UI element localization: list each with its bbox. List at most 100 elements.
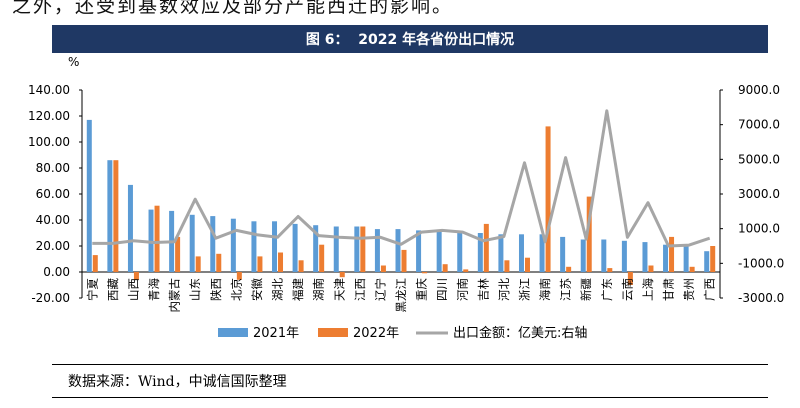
bar-2022	[463, 269, 469, 272]
category-label: 青海	[147, 278, 161, 301]
category-label: 山东	[188, 278, 202, 301]
bar-2022	[442, 264, 448, 272]
bar-2021	[251, 221, 257, 272]
bar-2021	[621, 240, 627, 272]
bar-2022	[216, 253, 222, 272]
bar-2022	[627, 272, 633, 285]
source-note: 数据来源：Wind，中诚信国际整理	[68, 374, 287, 390]
left-tick-label: 20.00	[36, 239, 70, 253]
right-tick-label: 7000.0	[738, 118, 780, 132]
bar-2021	[395, 229, 401, 272]
bar-2022	[689, 266, 695, 272]
category-label: 安徽	[250, 278, 264, 301]
category-label: 四川	[435, 278, 449, 301]
bar-2022	[524, 257, 530, 272]
bar-2021	[683, 244, 689, 272]
right-axis-ticks: 9000.0 7000.0 5000.0 3000.0 1000.0 -1000.0 -30…	[720, 83, 784, 305]
right-tick-label: 1000.0	[738, 222, 780, 236]
category-label: 海南	[538, 278, 552, 301]
category-label: 云南	[620, 278, 634, 301]
category-label: 河北	[497, 278, 511, 301]
left-tick-label: -20.00	[31, 291, 70, 305]
category-label: 上海	[641, 278, 655, 301]
bar-2021	[560, 236, 566, 272]
figure-title-banner: 图 6： 2022 年各省份出口情况	[52, 25, 768, 53]
category-label: 湖北	[271, 278, 285, 301]
bar-2021	[704, 251, 710, 272]
bar-2022	[422, 272, 428, 274]
category-label: 广东	[600, 278, 614, 301]
bar-2021	[436, 231, 442, 272]
source-divider-bottom	[52, 397, 768, 398]
category-label: 浙江	[517, 278, 531, 301]
bar-2021	[272, 221, 278, 272]
bar-2022	[133, 272, 139, 280]
bar-2021	[210, 216, 216, 272]
bar-2022	[669, 236, 675, 272]
category-label: 吉林	[476, 278, 490, 301]
export-chart: % 140.00 120.00 100.00 80.00 60.00 40.00 20.00…	[28, 55, 784, 341]
source-divider-top	[52, 364, 768, 365]
category-label: 西藏	[106, 278, 120, 301]
right-tick-label: -1000.0	[738, 256, 784, 270]
bar-2021	[580, 239, 586, 272]
left-tick-label: 140.00	[28, 83, 70, 97]
category-label: 宁夏	[85, 278, 99, 301]
bar-2021	[416, 230, 422, 272]
bar-2021	[374, 229, 380, 272]
category-label: 河南	[456, 278, 470, 301]
bar-2021	[539, 234, 545, 272]
bar-2022	[401, 249, 407, 272]
bar-2022	[92, 255, 98, 272]
right-tick-label: 3000.0	[738, 187, 780, 201]
bar-2022	[360, 226, 366, 272]
bar-2021	[333, 226, 339, 272]
legend-label-export: 出口金额：亿美元:右轴	[453, 325, 587, 341]
bar-2022	[113, 160, 119, 272]
bar-2022	[504, 260, 510, 272]
bar-2021	[518, 234, 524, 272]
category-label: 江西	[353, 278, 367, 301]
left-tick-label: 120.00	[28, 109, 70, 123]
category-label: 江苏	[559, 278, 573, 301]
bar-2022	[257, 256, 263, 272]
top-text: 之外，还受到基数效应及部分产能西迁的影响。	[12, 0, 454, 17]
category-label: 山西	[126, 278, 140, 301]
category-label: 福建	[291, 278, 305, 301]
bar-2022	[195, 256, 201, 272]
category-label: 新疆	[579, 278, 593, 301]
bar-2021	[601, 239, 607, 272]
bar-2022	[278, 252, 284, 272]
category-label: 贵州	[682, 278, 696, 301]
line-marks	[92, 109, 711, 248]
left-tick-label: 80.00	[36, 161, 70, 175]
bar-2022	[566, 266, 572, 272]
left-axis-ticks: 140.00 120.00 100.00 80.00 60.00 40.00 20.00 0.…	[28, 83, 82, 305]
bar-2022	[298, 260, 304, 272]
bar-2021	[663, 244, 669, 272]
bar-2021	[292, 223, 298, 272]
legend-swatch-2021	[218, 328, 248, 337]
legend-label-2022: 2022年	[353, 326, 399, 341]
bar-2021	[127, 184, 133, 272]
bar-2022	[380, 265, 386, 272]
category-label: 重庆	[415, 278, 429, 301]
bar-2022	[648, 265, 654, 272]
bar-2021	[189, 214, 195, 272]
left-tick-label: 60.00	[36, 187, 70, 201]
bar-2021	[354, 226, 360, 272]
category-label: 黑龙江	[394, 278, 408, 313]
category-label: 广西	[703, 278, 717, 301]
bar-2022	[710, 246, 716, 272]
export-line	[92, 109, 711, 248]
right-tick-label: 9000.0	[738, 83, 780, 97]
bar-2021	[107, 160, 113, 272]
bar-2021	[498, 234, 504, 272]
bar-2021	[313, 225, 319, 272]
bar-2022	[339, 272, 345, 278]
category-label: 甘肃	[662, 278, 676, 301]
category-label: 北京	[229, 278, 243, 301]
bar-2022	[586, 196, 592, 272]
legend-label-2021: 2021年	[253, 326, 299, 341]
bar-2022	[175, 236, 181, 272]
